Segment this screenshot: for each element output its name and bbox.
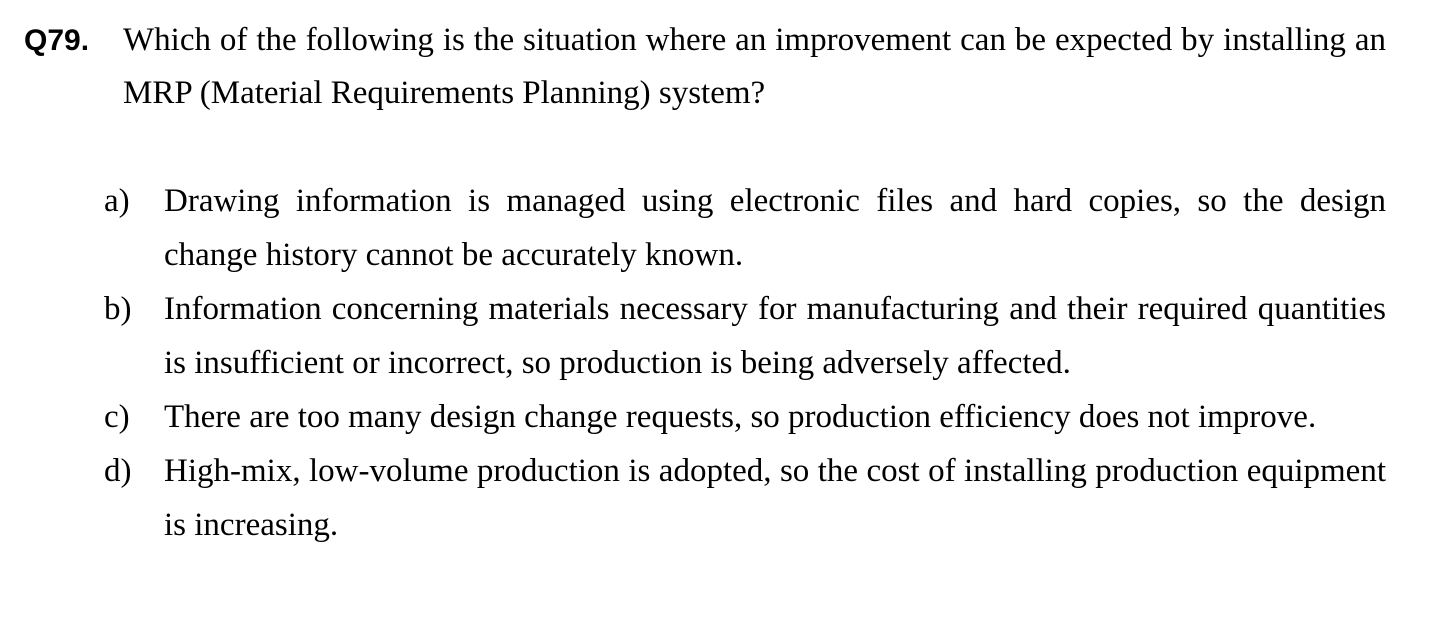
option-text: High-mix, low-volume production is adopt… bbox=[164, 453, 1386, 543]
option-label: b) bbox=[104, 291, 132, 327]
question-header: Q79. Which of the following is the situa… bbox=[24, 14, 1386, 120]
option-text: There are too many design change request… bbox=[164, 399, 1317, 435]
option-label: a) bbox=[104, 183, 130, 219]
question-text: Which of the following is the situation … bbox=[123, 22, 1386, 111]
question-number: Q79. bbox=[24, 24, 90, 57]
answer-options: a) Drawing information is managed using … bbox=[104, 174, 1386, 552]
question-block: Q79. Which of the following is the situa… bbox=[24, 14, 1386, 120]
option-d: d) High-mix, low-volume production is ad… bbox=[104, 444, 1386, 552]
option-label: d) bbox=[104, 453, 132, 489]
option-b: b) Information concerning materials nece… bbox=[104, 282, 1386, 390]
option-a: a) Drawing information is managed using … bbox=[104, 174, 1386, 282]
option-c: c) There are too many design change requ… bbox=[104, 390, 1386, 444]
option-text: Drawing information is managed using ele… bbox=[164, 183, 1386, 273]
option-label: c) bbox=[104, 399, 130, 435]
option-text: Information concerning materials necessa… bbox=[164, 291, 1386, 381]
